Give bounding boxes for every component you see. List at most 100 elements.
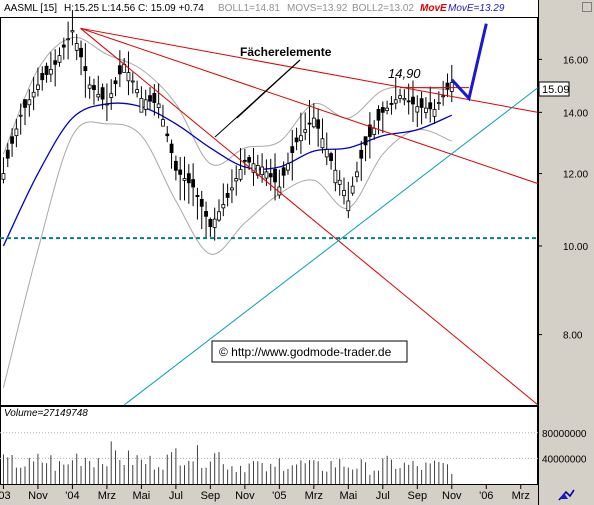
x-tick-label: Mrz — [512, 490, 530, 502]
price-bar-body — [415, 106, 420, 113]
price-bar — [242, 148, 247, 175]
price-bar-body — [333, 169, 338, 184]
price-bar-body — [316, 119, 321, 129]
price-bar-body — [217, 211, 221, 221]
price-bar — [105, 83, 109, 122]
price-bar-body — [70, 30, 75, 33]
price-bar — [337, 170, 342, 196]
window-close-button[interactable] — [582, 2, 592, 12]
price-bar-body — [376, 109, 381, 121]
price-bar-body — [74, 43, 79, 51]
price-bar-body — [10, 136, 14, 144]
price-bar-body — [260, 166, 265, 176]
time-axis-panel — [0, 485, 538, 505]
price-bar-body — [105, 103, 109, 106]
price-bar — [449, 64, 454, 103]
price-bar-body — [48, 68, 53, 75]
price-bar-body — [402, 98, 407, 101]
price-bar-body — [113, 80, 118, 85]
series-line-movs — [2, 102, 453, 247]
x-tick-label: '04 — [65, 490, 79, 502]
copyright-box: © http://www.godmode-trader.de — [211, 340, 408, 363]
header-move-red: MovE — [420, 3, 447, 14]
price-bar — [109, 79, 114, 110]
price-bar-body — [350, 185, 355, 194]
price-bar — [355, 161, 359, 183]
price-bar — [195, 187, 200, 220]
price-bar — [53, 49, 58, 87]
price-bar — [117, 50, 122, 88]
price-bar — [432, 99, 437, 124]
drawn-lines — [0, 23, 539, 406]
y-tick-label: 10.00 — [563, 242, 588, 253]
price-bar-body — [355, 171, 359, 178]
price-bar — [230, 169, 234, 204]
price-bar — [419, 91, 424, 125]
price-bar-body — [109, 93, 114, 98]
price-bar — [251, 147, 256, 186]
price-bars — [1, 10, 454, 241]
price-bar — [342, 177, 346, 205]
price-bar-body — [363, 136, 368, 146]
price-bar-body — [294, 137, 299, 143]
x-tick-label: Mai — [339, 490, 357, 502]
price-bar-body — [380, 107, 385, 113]
price-bar — [165, 126, 170, 143]
price-bar — [286, 152, 290, 175]
price-bar-body — [18, 114, 23, 117]
price-bar-body — [212, 218, 217, 228]
price-bar-body — [126, 72, 131, 82]
price-bar-body — [238, 169, 243, 180]
price-bar — [74, 34, 79, 61]
price-bar — [40, 66, 45, 91]
price-bar-body — [139, 98, 144, 113]
price-bar — [307, 100, 312, 145]
fan-label: Fächerelemente — [240, 45, 332, 59]
header-movs: MOVS=13.92 — [287, 3, 348, 14]
price-bar — [57, 47, 62, 67]
price-bar-body — [161, 119, 165, 127]
price-bar — [225, 183, 230, 207]
price-bar — [221, 183, 226, 217]
price-bar — [161, 104, 165, 127]
price-bar — [212, 207, 217, 241]
price-bar-body — [225, 192, 230, 198]
price-bar — [402, 89, 407, 106]
price-bar — [135, 80, 139, 98]
price-bar — [359, 140, 364, 181]
price-bar — [31, 76, 36, 111]
price-bar-body — [36, 84, 40, 90]
header-ohlc: H:15.25 L:14.56 C: 15.09 +0.74 — [64, 3, 204, 14]
price-bar-body — [204, 211, 208, 217]
volume-label: Volume=27149748 — [4, 408, 88, 419]
fan-line — [80, 27, 539, 185]
x-tick-label: '05 — [272, 490, 286, 502]
price-bar — [10, 128, 14, 157]
price-bar-body — [398, 95, 402, 99]
axes: 16.00 14.00 12.00 10.00 8.00 80000000 40000000… — [0, 55, 588, 502]
price-bar — [113, 77, 118, 97]
price-bar-body — [148, 95, 152, 102]
price-bar-body — [320, 138, 325, 149]
price-bar-body — [385, 107, 390, 111]
fan-line — [80, 27, 539, 113]
moving-average — [2, 102, 453, 247]
price-bar — [320, 118, 325, 154]
header-boll2: BOLL2=13.02 — [352, 3, 414, 14]
x-tick-label: Sep — [408, 490, 428, 502]
price-bar — [173, 155, 178, 181]
price-bar — [273, 153, 277, 201]
price-bar-body — [251, 163, 256, 173]
price-bar — [79, 40, 83, 76]
chart-mode-icon[interactable] — [541, 486, 591, 504]
price-bar — [178, 156, 183, 201]
price-bar-body — [342, 190, 346, 197]
price-bar-body — [61, 44, 66, 48]
price-bar-body — [329, 153, 333, 161]
price-bar — [61, 37, 66, 60]
price-bar-body — [1, 173, 6, 180]
price-bar — [389, 95, 394, 115]
price-bar-body — [389, 103, 394, 105]
price-bar-body — [255, 164, 260, 176]
